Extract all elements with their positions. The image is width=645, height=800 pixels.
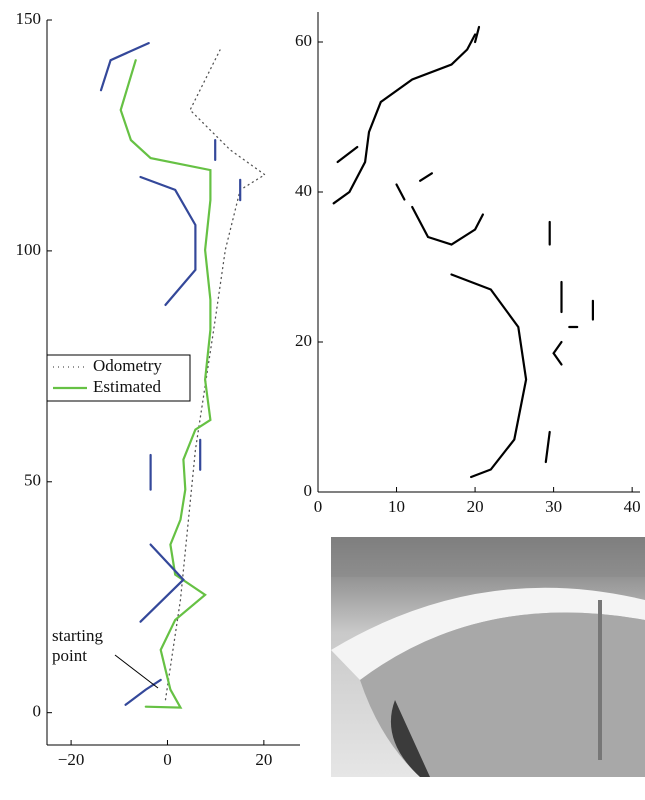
annotation: starting: [52, 626, 103, 645]
map-segment: [139, 175, 197, 306]
y-tick-label: 40: [295, 181, 312, 200]
map-segment: [411, 205, 484, 246]
map-segment: [99, 42, 150, 92]
map-segment: [552, 340, 563, 366]
map-segment: [395, 183, 406, 201]
y-tick-label: 60: [295, 31, 312, 50]
x-tick-label: 40: [624, 497, 641, 516]
map-segment: [419, 172, 433, 182]
series-line: [119, 59, 212, 709]
map-segment: [139, 543, 185, 623]
annotation-pointer: [114, 654, 159, 689]
map-segment: [124, 678, 162, 706]
y-tick-label: 0: [304, 481, 313, 500]
y-tick-label: 20: [295, 331, 312, 350]
x-tick-label: 20: [255, 750, 272, 769]
x-tick-label: 10: [388, 497, 405, 516]
x-tick-label: 30: [545, 497, 562, 516]
map-segment: [332, 33, 477, 205]
series-line: [164, 49, 266, 701]
map-segment: [474, 25, 481, 44]
y-tick-label: 50: [24, 471, 41, 490]
y-tick-label: 100: [16, 240, 42, 259]
map-segment: [544, 430, 551, 464]
map-segment: [450, 273, 528, 479]
x-tick-label: 20: [467, 497, 484, 516]
map-segment: [336, 145, 359, 164]
x-tick-label: 0: [314, 497, 323, 516]
legend-label: Estimated: [93, 377, 161, 396]
y-tick-label: 150: [16, 9, 42, 28]
legend-box: [46, 354, 191, 402]
x-tick-label: −20: [58, 750, 85, 769]
annotation: point: [52, 646, 87, 665]
x-tick-label: 0: [163, 750, 172, 769]
legend-label: Odometry: [93, 356, 162, 375]
y-tick-label: 0: [33, 702, 42, 721]
photo: [331, 537, 645, 777]
